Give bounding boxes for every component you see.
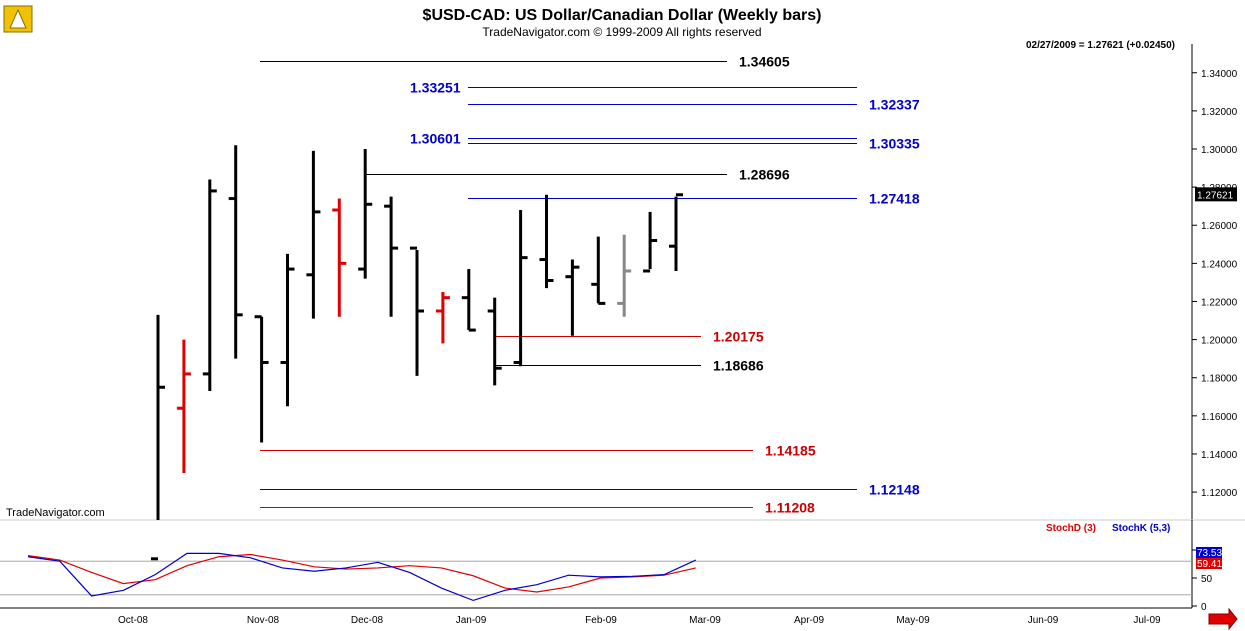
level-label: 1.18686 <box>713 358 764 374</box>
level-label: 1.30601 <box>410 131 461 147</box>
level-label: 1.27418 <box>869 191 920 207</box>
legend-stoch-d: StochD (3) <box>1046 523 1096 534</box>
chart-title: $USD-CAD: US Dollar/Canadian Dollar (Wee… <box>423 7 822 24</box>
time-axis-label: Apr-09 <box>794 615 824 626</box>
stoch-tick-label: 50 <box>1201 574 1213 585</box>
time-axis-label: Jul-09 <box>1133 615 1161 626</box>
price-tick-label: 1.22000 <box>1201 297 1238 308</box>
scroll-right-arrow-icon[interactable] <box>1208 607 1238 631</box>
price-tick-label: 1.16000 <box>1201 412 1238 423</box>
stoch-k-value-box <box>1196 547 1222 558</box>
chart-subtitle: TradeNavigator.com © 1999-2009 All right… <box>482 25 761 39</box>
time-axis-label: Oct-08 <box>118 615 148 626</box>
stoch-tick-label: 0 <box>1201 602 1207 613</box>
price-tick-label: 1.32000 <box>1201 107 1238 118</box>
time-axis-label: Jan-09 <box>456 615 487 626</box>
time-axis-label: Mar-09 <box>689 615 721 626</box>
level-label: 1.11208 <box>765 500 815 516</box>
level-label: 1.14185 <box>765 443 816 459</box>
time-axis-label: Feb-09 <box>585 615 617 626</box>
logo-icon <box>3 5 33 33</box>
stoch-d-value-box <box>1196 558 1222 569</box>
time-axis-label: Jun-09 <box>1028 615 1059 626</box>
price-tick-label: 1.12000 <box>1201 488 1238 499</box>
watermark: TradeNavigator.com <box>6 507 105 519</box>
level-label: 1.34605 <box>739 54 790 70</box>
level-label: 1.12148 <box>869 482 920 498</box>
price-panel: 1.12000 1.14000 1.16000 1.18000 1.20000 1.220… <box>0 44 1245 561</box>
time-axis-label: Nov-08 <box>247 615 280 626</box>
time-axis: Oct-08 Nov-08 Dec-08 Jan-09 Feb-09 Mar-09 Apr-… <box>118 615 1161 626</box>
stoch-d-value: 59.41 <box>1197 559 1222 570</box>
time-axis-label: Dec-08 <box>351 615 384 626</box>
price-tick-label: 1.26000 <box>1201 221 1238 232</box>
level-label: 1.33251 <box>410 80 461 96</box>
stoch-d-line <box>27 553 696 593</box>
current-price-label: 1.27621 <box>1197 190 1234 201</box>
price-tick-label: 1.34000 <box>1201 69 1238 80</box>
price-quote: 02/27/2009 = 1.27621 (+0.02450) <box>1026 40 1175 51</box>
level-label: 1.32337 <box>869 97 920 113</box>
stoch-k-value: 73.53 <box>1197 548 1222 559</box>
stoch-k-line <box>27 552 697 602</box>
level-label: 1.20175 <box>713 329 764 345</box>
level-label: 1.28696 <box>739 167 790 183</box>
price-tick-label: 1.20000 <box>1201 336 1238 347</box>
legend-stoch-k: StochK (5,3) <box>1112 523 1170 534</box>
current-price-box <box>1195 187 1237 202</box>
price-tick-label: 1.24000 <box>1201 259 1238 270</box>
price-tick-label: 1.18000 <box>1201 374 1238 385</box>
price-tick-label: 1.14000 <box>1201 450 1238 461</box>
price-tick-label: 1.30000 <box>1201 145 1238 156</box>
time-axis-label: May-09 <box>896 615 930 626</box>
level-label: 1.30335 <box>869 136 920 152</box>
